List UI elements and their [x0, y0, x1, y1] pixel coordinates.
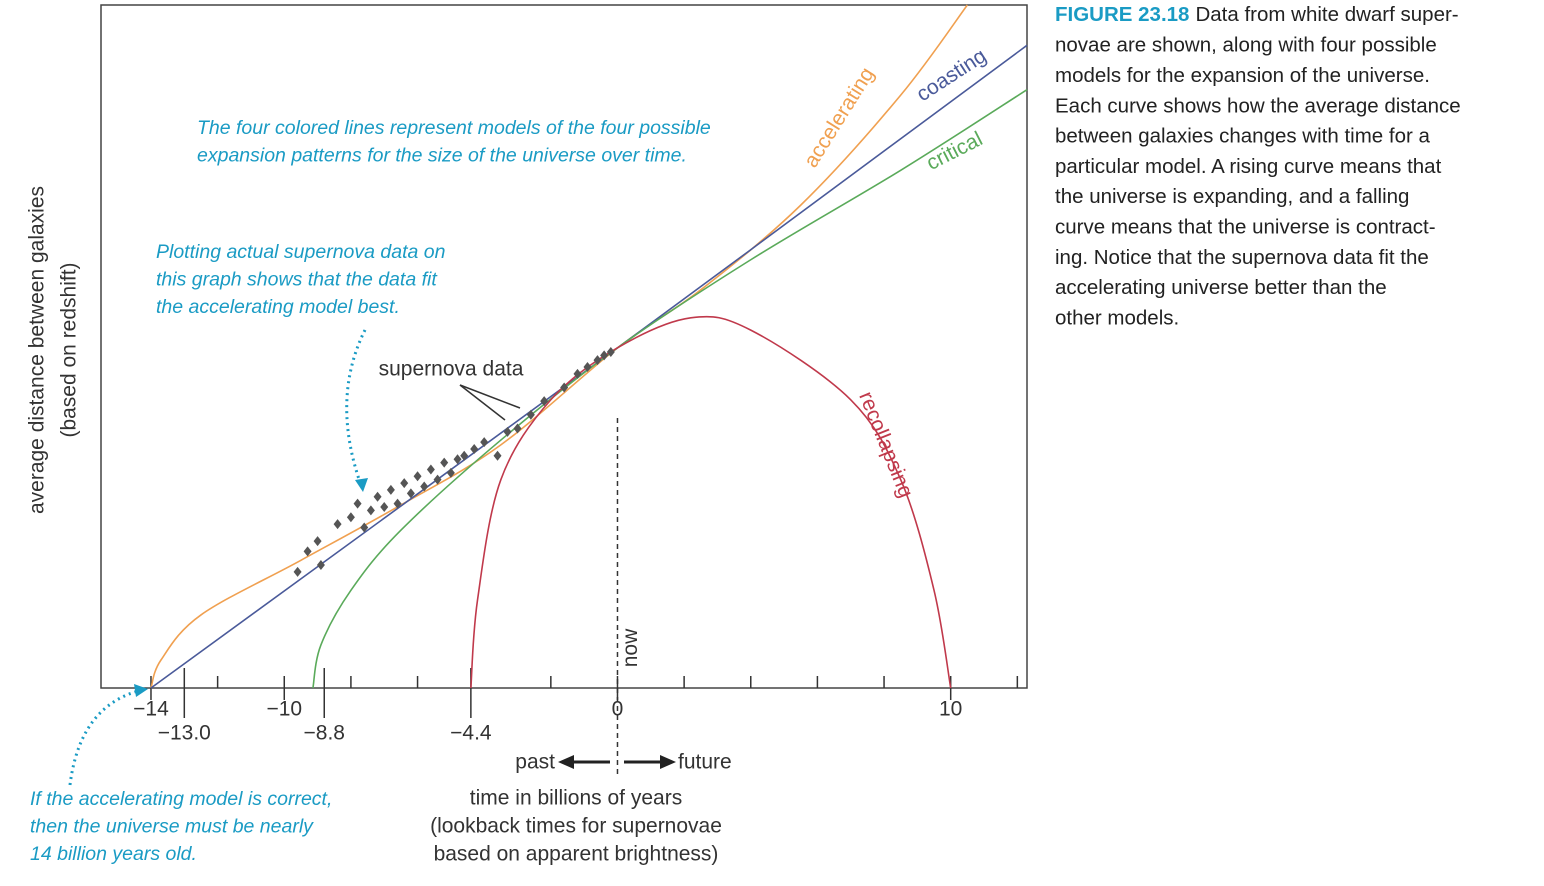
- data-point: [406, 488, 415, 499]
- data-point: [540, 396, 549, 407]
- data-point: [433, 474, 442, 485]
- y-axis-label: (based on redshift): [58, 262, 81, 437]
- x-tick-label: −4.4: [450, 722, 492, 745]
- caption-line: curve means that the universe is contrac…: [1055, 216, 1436, 239]
- data-point: [333, 519, 342, 530]
- data-point: [366, 505, 375, 516]
- data-point: [413, 471, 422, 482]
- data-point: [573, 368, 582, 379]
- annotation: the accelerating model best.: [156, 296, 400, 318]
- model-curve: [150, 4, 968, 689]
- x-tick-label: 0: [612, 698, 624, 721]
- data-point: [493, 450, 502, 461]
- data-point: [373, 491, 382, 502]
- data-point: [293, 566, 302, 577]
- annotation-arrow: [68, 688, 143, 786]
- data-point: [316, 560, 325, 571]
- data-point: [503, 426, 512, 437]
- x-axis-label: based on apparent brightness): [434, 843, 719, 866]
- data-point: [600, 350, 609, 361]
- caption-line: other models.: [1055, 306, 1179, 329]
- data-point: [440, 457, 449, 468]
- x-tick-label: −10: [266, 698, 302, 721]
- data-point: [346, 512, 355, 523]
- annotation: Plotting actual supernova data on: [156, 241, 445, 263]
- pointer-line: [459, 384, 506, 421]
- y-axis-label: average distance between galaxies: [26, 186, 49, 514]
- data-point: [470, 443, 479, 454]
- data-point: [460, 450, 469, 461]
- x-tick-label: 10: [939, 698, 962, 721]
- caption-line: the universe is expanding, and a falling: [1055, 185, 1409, 208]
- data-point: [593, 355, 602, 366]
- data-point: [480, 437, 489, 448]
- caption-text: Data from white dwarf super-: [1195, 3, 1458, 26]
- future-label: future: [678, 751, 732, 774]
- series-label: critical: [923, 127, 986, 175]
- data-point: [426, 464, 435, 475]
- caption-line: Each curve shows how the average distanc…: [1055, 94, 1461, 117]
- data-point: [313, 536, 322, 547]
- data-point: [453, 454, 462, 465]
- caption-line: particular model. A rising curve means t…: [1055, 155, 1442, 178]
- annotation: expansion patterns for the size of the u…: [197, 145, 687, 167]
- x-tick-label: −13.0: [158, 722, 211, 745]
- caption-line: between galaxies changes with time for a: [1055, 125, 1431, 148]
- data-point: [386, 484, 395, 495]
- model-curve: [312, 89, 1028, 689]
- annotation: The four colored lines represent models …: [197, 117, 711, 139]
- series-label: recollapsing: [854, 388, 917, 501]
- caption-label: FIGURE 23.18: [1055, 3, 1189, 26]
- data-point: [380, 502, 389, 513]
- data-point: [360, 522, 369, 533]
- data-point: [353, 498, 362, 509]
- series-label: coasting: [912, 44, 990, 106]
- series-label: accelerating: [799, 63, 879, 171]
- annotation-arrow: [345, 329, 367, 489]
- now-label: now: [619, 628, 642, 667]
- arrowhead: [660, 755, 676, 769]
- data-point: [513, 423, 522, 434]
- data-point: [400, 478, 409, 489]
- caption-line: ing. Notice that the supernova data fit …: [1055, 246, 1429, 269]
- data-point: [420, 481, 429, 492]
- data-point: [560, 382, 569, 393]
- arrowhead: [355, 478, 368, 492]
- model-curve: [470, 315, 952, 689]
- data-point: [526, 409, 535, 420]
- annotation: 14 billion years old.: [30, 843, 197, 865]
- caption-line: FIGURE 23.18 Data from white dwarf super-: [1055, 3, 1459, 26]
- caption-line: novae are shown, along with four possibl…: [1055, 34, 1437, 57]
- arrowhead: [134, 684, 148, 697]
- series-label: supernova data: [379, 358, 524, 381]
- x-axis-label: (lookback times for supernovae: [430, 815, 722, 838]
- caption-line: accelerating universe better than the: [1055, 276, 1387, 299]
- x-tick-label: −14: [133, 698, 169, 721]
- pointer-line: [459, 384, 521, 409]
- x-tick-label: −8.8: [304, 722, 345, 745]
- data-point: [583, 361, 592, 372]
- annotation: If the accelerating model is correct,: [30, 788, 332, 810]
- annotation: then the universe must be nearly: [30, 816, 314, 838]
- x-axis-label: time in billions of years: [470, 787, 682, 810]
- arrowhead: [558, 755, 574, 769]
- plot-frame: [100, 4, 1028, 689]
- data-point: [393, 498, 402, 509]
- caption-line: models for the expansion of the universe…: [1055, 64, 1430, 87]
- past-label: past: [515, 751, 555, 774]
- data-point: [303, 546, 312, 557]
- data-point: [446, 467, 455, 478]
- data-point: [606, 346, 615, 357]
- annotation: this graph shows that the data fit: [156, 269, 438, 291]
